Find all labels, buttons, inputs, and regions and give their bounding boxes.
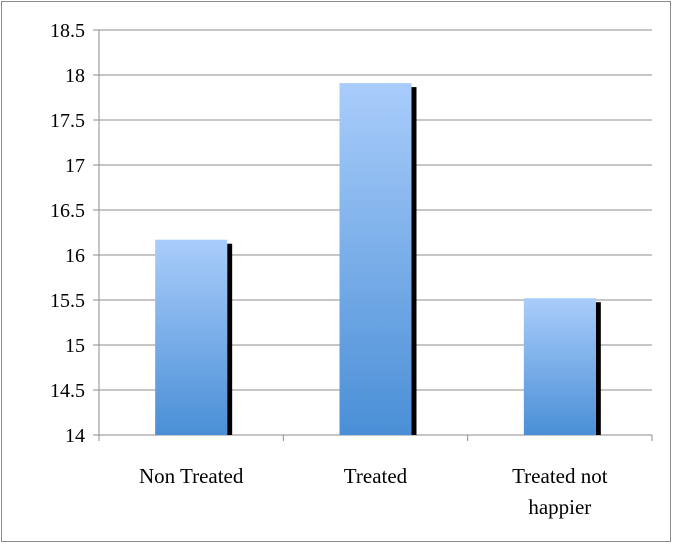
bar-shadow — [411, 87, 417, 435]
bar — [339, 83, 412, 435]
y-tick-label: 18.5 — [50, 20, 85, 42]
y-tick-label: 17.5 — [50, 110, 85, 132]
x-category-label: Non Treated — [139, 464, 244, 488]
y-tick-label: 15.5 — [50, 290, 85, 312]
y-tick-label: 18 — [65, 65, 85, 87]
x-category-label: happier — [528, 495, 591, 519]
bar-shadow — [227, 243, 233, 435]
bar — [523, 298, 596, 435]
x-category-label: Treated not — [512, 464, 608, 488]
x-category-label: Treated — [344, 464, 408, 488]
y-tick-label: 16.5 — [50, 200, 85, 222]
y-tick-label: 17 — [65, 155, 85, 177]
bar — [155, 239, 228, 435]
y-tick-label: 14 — [65, 425, 85, 447]
bar-shadow — [595, 302, 601, 435]
y-tick-label: 15 — [65, 335, 85, 357]
y-tick-label: 16 — [65, 245, 85, 267]
y-tick-label: 14.5 — [50, 380, 85, 402]
